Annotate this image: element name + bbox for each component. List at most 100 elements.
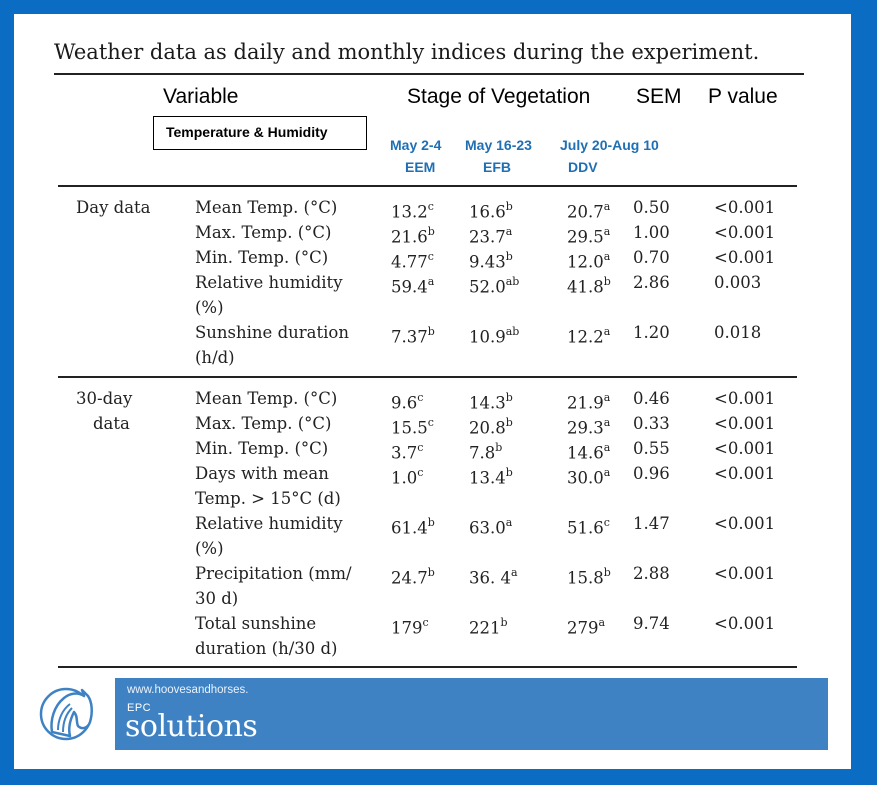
value: 63.0 [469,518,506,538]
value: 3.7 [391,443,418,463]
p-value: <0.001 [714,614,776,633]
significance-letter: c [417,466,424,479]
value-ddv: 29.5a [567,220,610,250]
brand-large: solutions [125,709,258,744]
value: 16.6 [469,202,506,222]
significance-letter: c [427,250,434,263]
header-p-value: P value [708,85,778,108]
variable-name: Mean Temp. (°C) [195,198,338,217]
significance-letter: c [427,200,434,213]
significance-letter: ab [505,325,520,338]
value-ddv: 29.3a [567,411,610,441]
variable-name: Relative humidity [195,514,343,533]
stage-header-efb: May 16-23 EFB [465,134,532,178]
significance-letter: a [603,200,611,213]
significance-letter: ab [505,275,520,288]
significance-letter: b [427,225,435,238]
sem-value: 0.55 [633,439,670,458]
header-sem: SEM [636,85,682,108]
value: 36. 4 [469,568,511,588]
sem-value: 1.20 [633,323,670,342]
significance-letter: b [505,416,513,429]
value-efb: 23.7a [469,220,512,250]
variable-name: Total sunshine [195,614,317,633]
value: 12.0 [567,252,604,272]
value: 179 [391,618,423,638]
header-stage: Stage of Vegetation [407,85,591,108]
brand-small: EPC [127,702,152,714]
p-value: <0.001 [714,414,776,433]
p-value: 0.003 [714,273,762,292]
stage-header-ddv: July 20-Aug 10 DDV [560,134,659,178]
value: 12.2 [567,327,604,347]
value: 21.9 [567,393,604,413]
significance-letter: c [603,516,610,529]
stage-header-eem: May 2-4 EEM [390,134,441,178]
value: 9.6 [391,393,418,413]
value: 13.4 [469,468,506,488]
significance-letter: a [603,391,611,404]
value: 41.8 [567,277,604,297]
group-label: data [93,414,130,433]
significance-letter: b [500,616,508,629]
sem-value: 1.00 [633,223,670,242]
sem-value: 1.47 [633,514,670,533]
value: 23.7 [469,227,506,247]
value-efb: 221b [469,611,508,641]
p-value: <0.001 [714,514,776,533]
significance-letter: a [427,275,435,288]
significance-letter: b [603,275,611,288]
value-efb: 52.0ab [469,270,519,300]
group-label: 30-day [76,389,133,408]
top-rule [54,73,804,75]
significance-letter: b [505,250,513,263]
value-ddv: 15.8b [567,561,611,591]
value: 51.6 [567,518,604,538]
variable-name: Max. Temp. (°C) [195,414,332,433]
value: 279 [567,618,599,638]
sem-value: 0.96 [633,464,670,483]
variable-name: Sunshine duration [195,323,349,342]
significance-letter: a [603,441,611,454]
significance-letter: a [510,566,518,579]
page-frame: Weather data as daily and monthly indice… [14,14,851,769]
significance-letter: c [417,441,424,454]
value: 13.2 [391,202,428,222]
value: 10.9 [469,327,506,347]
value-ddv: 12.0a [567,245,610,275]
value: 15.5 [391,418,428,438]
value: 1.0 [391,468,418,488]
group-label: Day data [76,198,151,217]
significance-letter: b [505,466,513,479]
value-efb: 13.4b [469,461,513,491]
variable-name: Temp. > 15°C (d) [195,489,341,508]
significance-letter: a [603,325,611,338]
significance-letter: c [427,416,434,429]
website-url[interactable]: www.hoovesandhorses. [127,684,249,696]
stage-code: EEM [405,159,436,175]
p-value: <0.001 [714,439,776,458]
variable-name: Min. Temp. (°C) [195,248,329,267]
stage-code: EFB [483,159,511,175]
value: 29.3 [567,418,604,438]
value-eem: 15.5c [391,411,434,441]
value-eem: 61.4b [391,511,435,541]
value-ddv: 51.6c [567,511,610,541]
value-eem: 4.77c [391,245,434,275]
variable-name: Days with mean [195,464,329,483]
stage-dates: July 20-Aug 10 [560,137,659,153]
significance-letter: b [505,391,513,404]
value-eem: 9.6c [391,386,423,416]
value-efb: 36. 4a [469,561,518,591]
value-efb: 20.8b [469,411,513,441]
bottom-rule [58,666,797,668]
value: 59.4 [391,277,428,297]
value-efb: 16.6b [469,195,513,225]
p-value: <0.001 [714,223,776,242]
sem-value: 0.50 [633,198,670,217]
value-efb: 63.0a [469,511,512,541]
value-ddv: 41.8b [567,270,611,300]
variable-name: Min. Temp. (°C) [195,439,329,458]
variable-name: Relative humidity [195,273,343,292]
variable-name: Mean Temp. (°C) [195,389,338,408]
